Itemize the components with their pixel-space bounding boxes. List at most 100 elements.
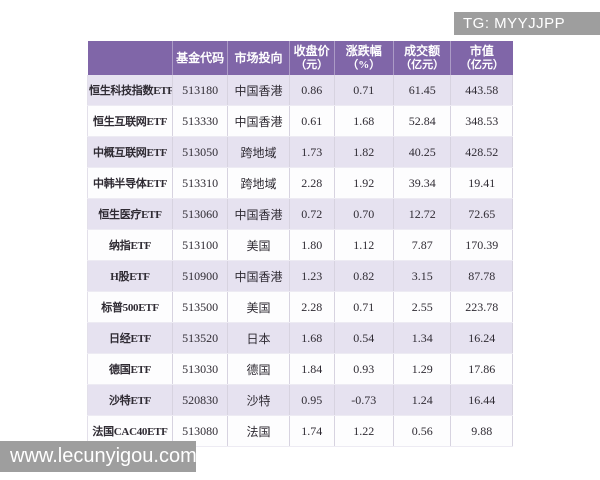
cell-turnover: 39.34 (393, 167, 452, 199)
cell-fund-code: 513520 (172, 322, 229, 354)
cell-turnover: 40.25 (393, 136, 452, 168)
cell-market-cap: 16.44 (450, 384, 513, 416)
cell-market: 中国香港 (227, 260, 290, 292)
cell-fund-name: H股ETF (87, 260, 173, 292)
cell-market: 美国 (227, 229, 290, 261)
table-header: 基金代码 市场投向 收盘价 （元） 涨跌幅 （%） 成交额 （亿元） (87, 41, 513, 75)
cell-turnover: 61.45 (393, 75, 452, 106)
cell-market: 跨地域 (227, 136, 290, 168)
cell-close-price: 1.74 (289, 415, 335, 447)
cell-change-pct: 0.93 (334, 353, 394, 385)
cell-turnover: 2.55 (393, 291, 452, 323)
cell-close-price: 0.72 (289, 198, 335, 230)
table-body: 恒生科技指数ETF 513180 中国香港 0.86 0.71 61.45 443.58 恒生… (87, 75, 513, 447)
cell-market: 中国香港 (227, 105, 290, 137)
header-unit: （亿元） (400, 59, 445, 71)
cell-turnover: 1.24 (393, 384, 452, 416)
header-row: 基金代码 市场投向 收盘价 （元） 涨跌幅 （%） 成交额 （亿元） (87, 41, 513, 75)
cell-market: 德国 (227, 353, 290, 385)
cell-close-price: 0.95 (289, 384, 335, 416)
cell-fund-code: 513310 (172, 167, 229, 199)
cell-fund-name: 德国ETF (87, 353, 173, 385)
cell-market-cap: 19.41 (450, 167, 513, 199)
header-label: 基金代码 (176, 51, 225, 65)
cell-market: 中国香港 (227, 198, 290, 230)
cell-fund-name: 恒生互联网ETF (87, 105, 173, 137)
cell-market: 沙特 (227, 384, 290, 416)
cell-change-pct: 0.71 (334, 75, 394, 106)
etf-data-table: 基金代码 市场投向 收盘价 （元） 涨跌幅 （%） 成交额 （亿元） (87, 41, 513, 447)
table-row: 纳指ETF 513100 美国 1.80 1.12 7.87 170.39 (87, 229, 513, 261)
header-label: 成交额 (404, 44, 441, 58)
cell-fund-code: 513050 (172, 136, 229, 168)
header-label: 收盘价 (293, 44, 330, 58)
header-label: 市场投向 (234, 51, 283, 65)
cell-market-cap: 428.52 (450, 136, 513, 168)
cell-fund-name: 中韩半导体ETF (87, 167, 173, 199)
cell-market-cap: 443.58 (450, 75, 513, 106)
cell-change-pct: 1.82 (334, 136, 394, 168)
header-close-price: 收盘价 （元） (289, 41, 335, 75)
cell-fund-name: 恒生医疗ETF (87, 198, 173, 230)
website-watermark: www.lecunyigou.com (0, 441, 197, 472)
cell-fund-code: 513330 (172, 105, 229, 137)
cell-fund-name: 恒生科技指数ETF (87, 75, 173, 106)
cell-turnover: 7.87 (393, 229, 452, 261)
header-label: 市值 (469, 44, 494, 58)
cell-market-cap: 72.65 (450, 198, 513, 230)
cell-fund-name: 沙特ETF (87, 384, 173, 416)
cell-market: 美国 (227, 291, 290, 323)
cell-close-price: 1.73 (289, 136, 335, 168)
cell-change-pct: 0.71 (334, 291, 394, 323)
cell-close-price: 1.80 (289, 229, 335, 261)
cell-fund-name: 中概互联网ETF (87, 136, 173, 168)
cell-change-pct: 1.92 (334, 167, 394, 199)
cell-change-pct: -0.73 (334, 384, 394, 416)
cell-change-pct: 1.12 (334, 229, 394, 261)
cell-turnover: 1.34 (393, 322, 452, 354)
cell-fund-code: 513180 (172, 75, 229, 106)
cell-close-price: 1.23 (289, 260, 335, 292)
cell-turnover: 0.56 (393, 415, 452, 447)
table-row: 恒生科技指数ETF 513180 中国香港 0.86 0.71 61.45 443.58 (87, 75, 513, 106)
table-row: 德国ETF 513030 德国 1.84 0.93 1.29 17.86 (87, 353, 513, 385)
cell-market-cap: 87.78 (450, 260, 513, 292)
cell-change-pct: 0.82 (334, 260, 394, 292)
cell-market-cap: 17.86 (450, 353, 513, 385)
header-unit: （亿元） (459, 59, 504, 71)
cell-market-cap: 348.53 (450, 105, 513, 137)
cell-market-cap: 170.39 (450, 229, 513, 261)
cell-market: 中国香港 (227, 75, 290, 106)
header-turnover: 成交额 （亿元） (393, 41, 452, 75)
cell-market-cap: 223.78 (450, 291, 513, 323)
cell-fund-code: 520830 (172, 384, 229, 416)
cell-turnover: 12.72 (393, 198, 452, 230)
cell-change-pct: 1.68 (334, 105, 394, 137)
cell-market: 日本 (227, 322, 290, 354)
telegram-watermark: TG: MYYJJPP (454, 12, 600, 35)
table-row: 标普500ETF 513500 美国 2.28 0.71 2.55 223.78 (87, 291, 513, 323)
cell-fund-name: 日经ETF (87, 322, 173, 354)
header-fund-code: 基金代码 (172, 41, 229, 75)
header-unit: （%） (347, 59, 381, 71)
cell-turnover: 3.15 (393, 260, 452, 292)
cell-close-price: 0.86 (289, 75, 335, 106)
table-row: 法国CAC40ETF 513080 法国 1.74 1.22 0.56 9.88 (87, 415, 513, 447)
table-row: H股ETF 510900 中国香港 1.23 0.82 3.15 87.78 (87, 260, 513, 292)
table-row: 恒生医疗ETF 513060 中国香港 0.72 0.70 12.72 72.65 (87, 198, 513, 230)
table-row: 恒生互联网ETF 513330 中国香港 0.61 1.68 52.84 348.53 (87, 105, 513, 137)
cell-close-price: 2.28 (289, 291, 335, 323)
cell-fund-name: 标普500ETF (87, 291, 173, 323)
cell-fund-code: 513100 (172, 229, 229, 261)
header-change-pct: 涨跌幅 （%） (334, 41, 394, 75)
cell-market-cap: 9.88 (450, 415, 513, 447)
cell-fund-code: 510900 (172, 260, 229, 292)
cell-fund-name: 纳指ETF (87, 229, 173, 261)
cell-change-pct: 1.22 (334, 415, 394, 447)
cell-close-price: 1.84 (289, 353, 335, 385)
cell-turnover: 1.29 (393, 353, 452, 385)
header-unit: （元） (295, 59, 329, 71)
cell-market: 法国 (227, 415, 290, 447)
cell-fund-code: 513030 (172, 353, 229, 385)
